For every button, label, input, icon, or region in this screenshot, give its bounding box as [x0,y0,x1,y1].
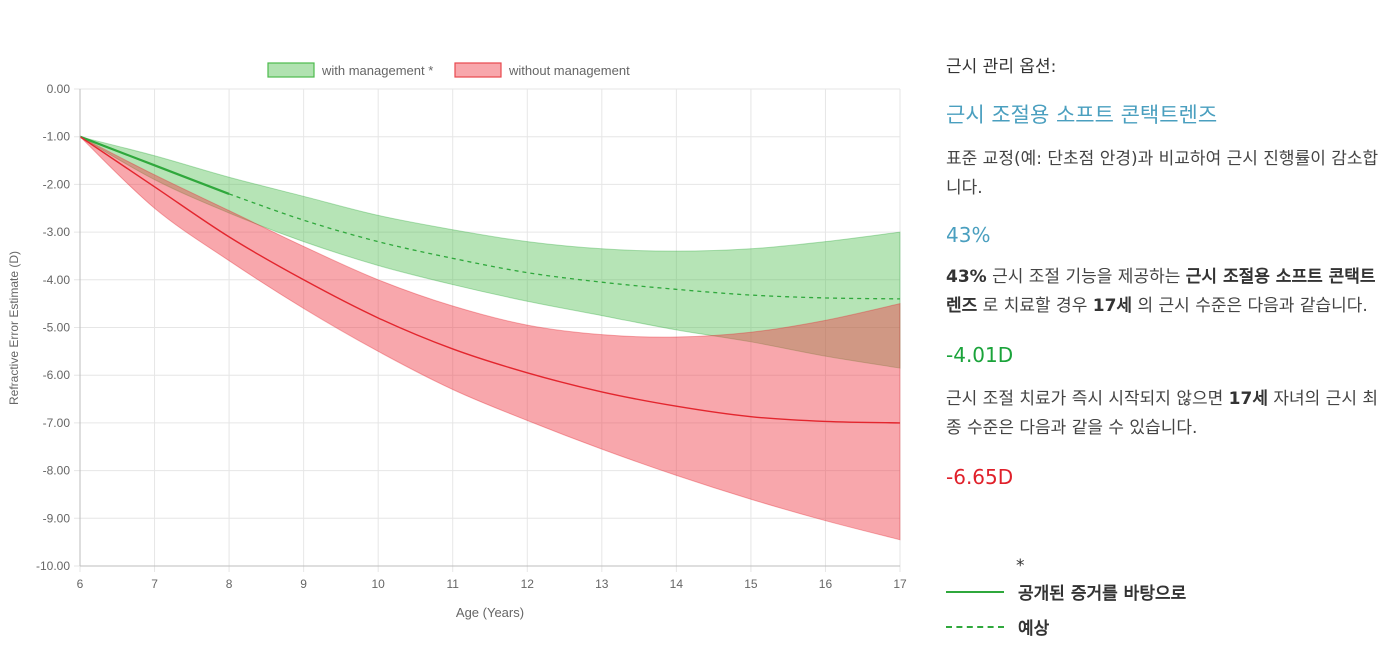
series-line-dashed [228,193,901,300]
key-asterisk: * [1016,556,1025,576]
y-tick-label: -7.00 [43,416,71,430]
key-solid-label: 공개된 증거를 바탕으로 [1018,584,1187,604]
key-solid-row: 공개된 증거를 바탕으로 [946,579,1186,604]
band-with [79,136,901,369]
y-axis-label: Refractive Error Estimate (D) [7,251,21,405]
dashed-line-icon [946,625,1004,628]
desc-bold-product: 근시 조절용 소프트 콘택트렌즈 [946,267,1376,316]
legend-swatch [454,62,502,78]
legend-item[interactable]: without management [454,62,630,78]
desc-text-c: 의 근시 수준은 다음과 같습니다. [1132,296,1368,316]
product-name: 근시 조절용 소프트 콘택트렌즈 [946,103,1218,127]
product-description: 표준 교정(예: 단초점 안경)과 비교하여 근시 진행률이 감소합니다. [946,149,1379,198]
desc3-text-a: 근시 조절 치료가 즉시 시작되지 않으면 [946,389,1229,409]
x-tick-label: 8 [226,577,233,591]
y-tick-label: -4.00 [43,273,71,287]
y-tick-label: -3.00 [43,225,71,239]
chart-bands [79,136,901,541]
progression-chart: 0.00 -1.00 -2.00 -3.00 -4.00 -5.00 -6.00 -7.00 -… [7,62,907,620]
y-tick-label: 0.00 [47,82,71,96]
y-tick-label: -9.00 [43,511,71,525]
band-without [79,136,901,541]
desc-text-a: 근시 조절 기능을 제공하는 [986,267,1186,287]
x-tick-label: 6 [77,577,84,591]
legend-item[interactable]: with management * [267,62,433,78]
y-tick-label: -5.00 [43,321,71,335]
x-tick-label: 14 [670,577,684,591]
desc-text-b: 로 치료할 경우 [977,296,1093,316]
chart-legend[interactable]: with management * without management [267,62,630,78]
x-tick-label: 11 [446,577,459,591]
panel-heading: 근시 관리 옵션: [946,57,1057,77]
series-line-solid [79,135,230,195]
x-tick-label: 12 [521,577,535,591]
value-without-management: -6.65D [946,465,1014,489]
y-tick-label: -8.00 [43,464,71,478]
with-management-description: 43% 근시 조절 기능을 제공하는 근시 조절용 소프트 콘택트렌즈 로 치료… [946,263,1386,321]
chart-lines [79,135,901,424]
x-tick-label: 13 [595,577,609,591]
x-tick-label: 9 [300,577,307,591]
legend-label: without management [508,63,630,78]
y-tick-label: -1.00 [43,130,71,144]
desc-bold-percent: 43% [946,267,987,287]
key-dashed-row: 예상 [946,614,1049,639]
x-axis-label: Age (Years) [456,605,524,620]
y-tick-label: -6.00 [43,368,71,382]
series-line [79,136,901,424]
x-tick-label: 17 [893,577,907,591]
legend-label: with management * [321,63,433,78]
x-tick-label: 10 [372,577,386,591]
y-tick-label: -10.00 [36,559,70,573]
chart-axes: 0.00 -1.00 -2.00 -3.00 -4.00 -5.00 -6.00 -7.00 -… [36,82,907,591]
x-tick-label: 16 [819,577,833,591]
x-tick-label: 15 [744,577,758,591]
without-management-description: 근시 조절 치료가 즉시 시작되지 않으면 17세 자녀의 근시 최종 수준은 … [946,385,1386,443]
value-with-management: -4.01D [946,343,1014,367]
solid-line-icon [946,590,1004,593]
key-dashed-label: 예상 [1018,619,1050,639]
desc3-text-b: 자녀의 근시 최종 수준은 다음과 같을 수 있습니다. [946,389,1379,438]
desc3-bold-age: 17세 [1228,389,1268,409]
info-panel: 근시 관리 옵션: 근시 조절용 소프트 콘택트렌즈 표준 교정(예: 단초점 … [946,48,1386,489]
legend-swatch [267,62,315,78]
y-tick-label: -2.00 [43,177,71,191]
desc-bold-age: 17세 [1092,296,1133,316]
x-tick-label: 7 [151,577,158,591]
reduction-percent: 43% [946,223,991,247]
